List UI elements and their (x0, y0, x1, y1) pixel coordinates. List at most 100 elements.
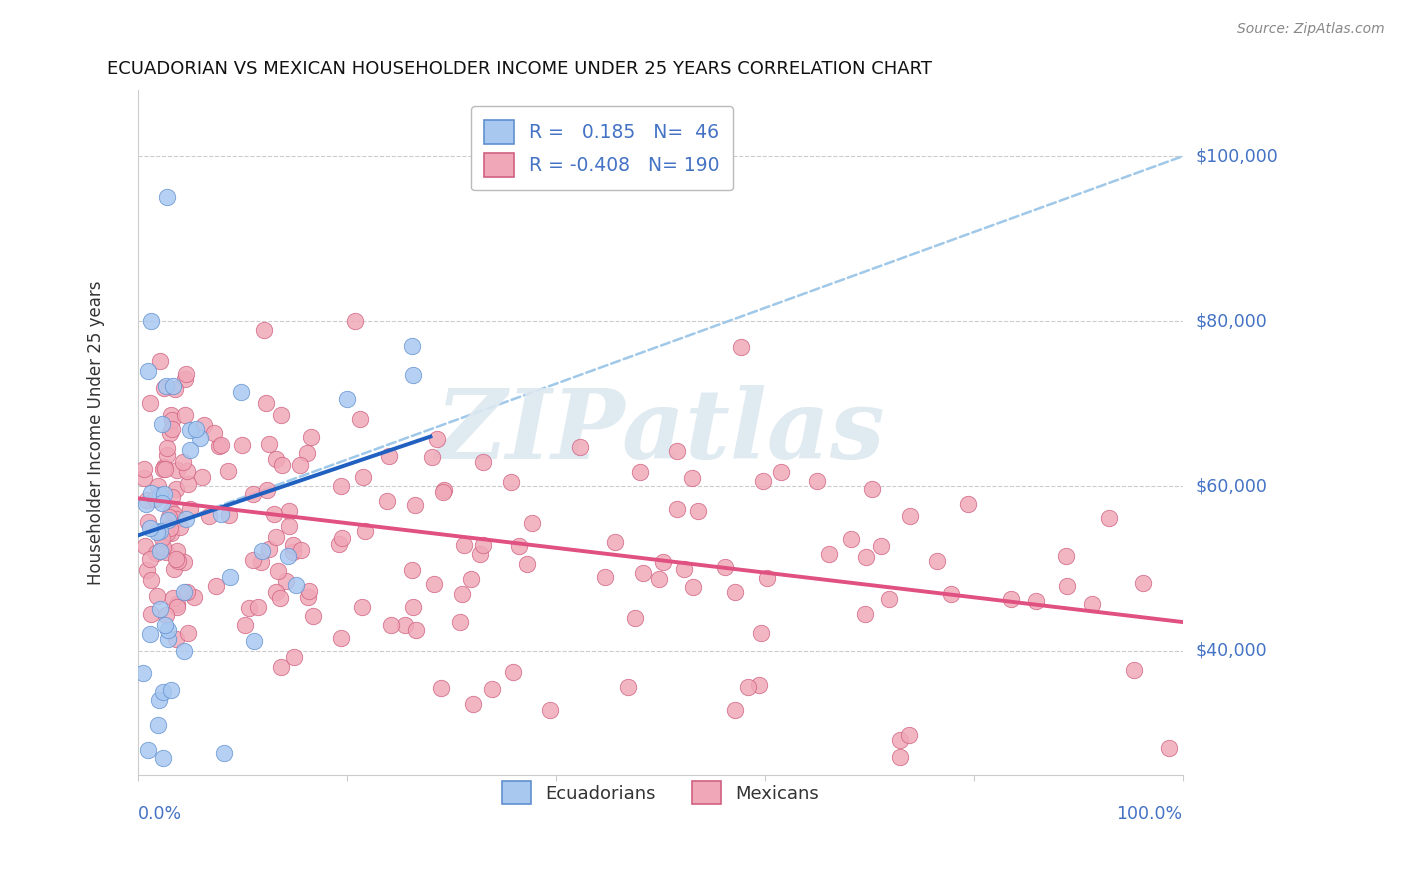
Point (681, 471, 703, 485)
Point (423, 576, 446, 591)
Point (402, 368, 425, 382)
Point (231, 438, 253, 452)
Point (266, 452, 288, 467)
Point (666, 444, 689, 458)
Point (209, 438, 232, 452)
Point (176, 465, 198, 479)
Point (405, 624, 427, 638)
Point (149, 354, 172, 368)
Point (349, 412, 371, 426)
Point (354, 524, 377, 539)
Point (157, 510, 180, 524)
Point (877, 591, 900, 606)
Point (520, 516, 543, 530)
Point (202, 426, 225, 441)
Point (898, 727, 921, 741)
Point (502, 665, 524, 679)
Text: $80,000: $80,000 (1195, 312, 1267, 330)
Point (132, 471, 155, 485)
Point (253, 323, 276, 337)
Point (538, 703, 561, 717)
Point (274, 574, 297, 588)
Point (152, 540, 174, 554)
Text: ZIPatlas: ZIPatlas (436, 385, 886, 479)
Point (218, 508, 240, 523)
Point (139, 607, 162, 622)
Point (252, 544, 274, 558)
Point (150, 417, 173, 431)
Point (426, 432, 449, 446)
Point (229, 384, 252, 399)
Point (402, 600, 425, 615)
Point (898, 508, 921, 523)
Point (135, 497, 157, 511)
Point (160, 525, 183, 540)
Point (264, 530, 287, 544)
Point (184, 422, 207, 436)
Point (401, 563, 423, 577)
Text: 0.0%: 0.0% (138, 805, 181, 823)
Point (149, 488, 172, 502)
Point (889, 733, 911, 747)
Point (451, 587, 474, 601)
Point (246, 599, 269, 614)
Legend: Ecuadorians, Mexicans: Ecuadorians, Mexicans (492, 772, 828, 814)
Point (297, 590, 319, 604)
Point (328, 537, 350, 551)
Point (141, 573, 163, 587)
Point (165, 632, 187, 646)
Point (173, 408, 195, 422)
Point (1132, 575, 1154, 590)
Point (173, 555, 195, 569)
Point (166, 598, 188, 612)
Text: ECUADORIAN VS MEXICAN HOUSEHOLDER INCOME UNDER 25 YEARS CORRELATION CHART: ECUADORIAN VS MEXICAN HOUSEHOLDER INCOME… (107, 60, 932, 78)
Point (817, 547, 839, 561)
Point (177, 625, 200, 640)
Point (191, 469, 214, 483)
Point (285, 577, 308, 591)
Point (508, 539, 530, 553)
Point (166, 544, 188, 558)
Point (160, 491, 183, 505)
Point (173, 585, 195, 599)
Point (152, 531, 174, 545)
Point (1025, 594, 1047, 608)
Point (1159, 740, 1181, 755)
Point (889, 750, 911, 764)
Point (159, 504, 181, 518)
Point (278, 504, 301, 518)
Point (430, 681, 453, 695)
Point (461, 697, 484, 711)
Point (616, 680, 638, 694)
Point (165, 552, 187, 566)
Point (157, 513, 180, 527)
Point (806, 475, 828, 489)
Point (299, 430, 322, 444)
Point (165, 382, 187, 396)
Point (433, 483, 456, 498)
Point (176, 584, 198, 599)
Point (283, 538, 305, 552)
Point (153, 381, 176, 395)
Point (156, 525, 179, 540)
Point (152, 684, 174, 698)
Point (264, 584, 287, 599)
Point (179, 423, 201, 437)
Point (270, 660, 292, 674)
Point (1000, 591, 1022, 606)
Point (177, 476, 200, 491)
Point (233, 617, 256, 632)
Point (160, 422, 183, 436)
Point (169, 520, 191, 534)
Point (298, 584, 321, 599)
Point (153, 459, 176, 474)
Point (714, 560, 737, 574)
Point (174, 367, 197, 381)
Point (723, 585, 745, 599)
Point (682, 580, 704, 594)
Point (336, 392, 359, 406)
Text: $60,000: $60,000 (1195, 477, 1267, 495)
Point (270, 409, 292, 423)
Point (432, 485, 454, 500)
Point (139, 486, 162, 500)
